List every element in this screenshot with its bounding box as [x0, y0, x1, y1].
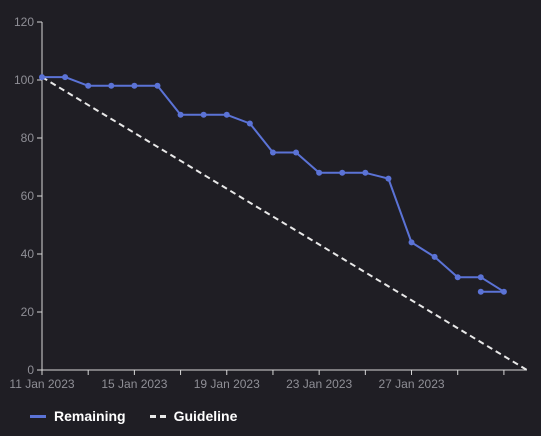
remaining-point	[131, 82, 138, 89]
legend-label-guideline: Guideline	[173, 408, 238, 424]
legend-swatch-guideline	[149, 414, 166, 418]
legend-swatch-remaining	[30, 414, 46, 418]
chart-legend: Remaining Guideline	[30, 408, 237, 424]
y-tick-label: 20	[21, 305, 35, 319]
y-tick-label: 100	[14, 73, 34, 87]
legend-item-remaining[interactable]: Remaining	[30, 408, 126, 424]
remaining-point	[108, 82, 115, 89]
remaining-point	[154, 82, 161, 89]
legend-label-remaining: Remaining	[54, 408, 126, 424]
remaining-point	[339, 169, 346, 176]
x-tick-label: 23 Jan 2023	[286, 377, 352, 391]
remaining-point	[408, 239, 415, 246]
remaining-line	[42, 76, 505, 293]
remaining-point	[62, 74, 69, 81]
remaining-point	[85, 82, 92, 89]
y-tick-label: 80	[21, 131, 35, 145]
x-tick-label: 19 Jan 2023	[194, 377, 260, 391]
remaining-point	[269, 149, 276, 156]
remaining-point	[431, 253, 438, 260]
remaining-point	[477, 288, 484, 295]
remaining-point	[39, 74, 45, 81]
x-tick-label: 11 Jan 2023	[9, 377, 74, 391]
remaining-point	[500, 288, 507, 295]
legend-item-guideline[interactable]: Guideline	[149, 408, 238, 424]
remaining-point	[200, 111, 207, 118]
x-tick-label: 27 Jan 2023	[378, 377, 444, 391]
remaining-point	[316, 169, 323, 176]
remaining-point	[385, 175, 392, 182]
chart-axes: 0 20 40 60 80 100 120 11 Jan 2023 15 Jan 2023 19 …	[9, 15, 527, 391]
guideline-line	[41, 76, 528, 371]
chart-series	[39, 74, 528, 371]
remaining-point	[177, 111, 184, 118]
remaining-point	[362, 169, 369, 176]
y-tick-label: 0	[27, 363, 34, 377]
y-tick-label: 40	[21, 247, 35, 261]
y-tick-label: 60	[21, 189, 35, 203]
x-tick-label: 15 Jan 2023	[101, 377, 167, 391]
remaining-point	[223, 111, 230, 118]
remaining-point	[477, 274, 484, 281]
y-tick-label: 120	[14, 15, 34, 29]
remaining-point	[454, 274, 461, 281]
remaining-point	[246, 120, 253, 127]
remaining-point	[293, 149, 300, 156]
